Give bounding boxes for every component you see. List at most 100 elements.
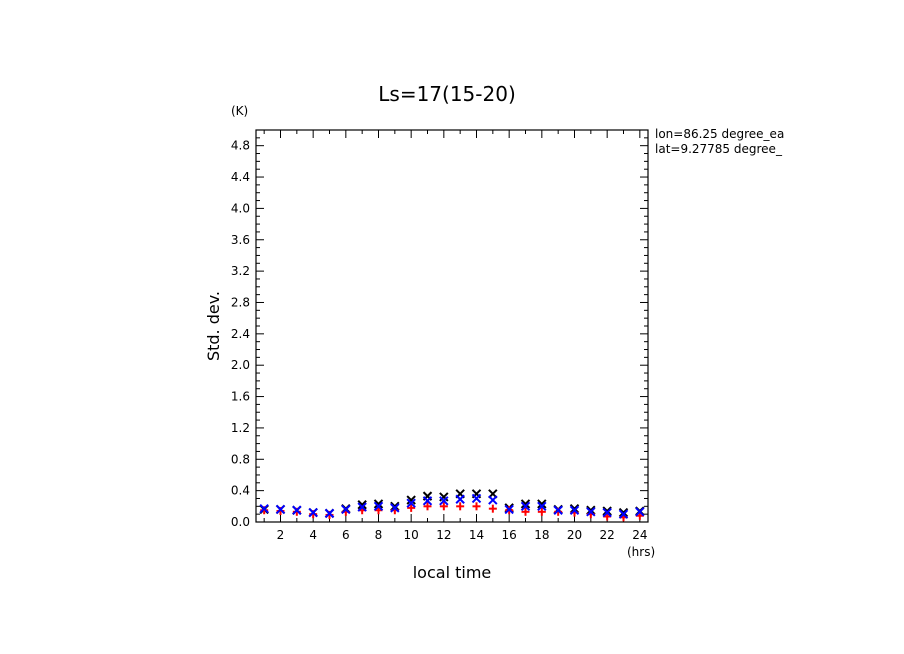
cross-stroke [357,500,367,510]
data-point [373,499,384,509]
y-tick-label: 1.6 [231,390,250,404]
data-point [569,505,580,515]
y-tick-label: 0.8 [231,452,250,466]
latitude-annotation: lat=9.27785 degree_ [655,142,783,156]
data-point [423,502,432,511]
x-tick-label: 12 [436,528,451,542]
x-tick-label: 10 [404,528,419,542]
data-point [488,504,497,513]
cross-stroke [537,499,547,509]
cross-stroke [488,495,498,505]
cross-stroke [471,493,482,504]
data-point [521,507,530,516]
cross-stroke [553,505,563,515]
data-point [259,503,269,514]
axes: 0.0 0.4 0.8 1.2 1.6 2.0 2.4 2.8 3.2 3.6 4.0 4.4 4.8 2… [231,129,649,542]
cross-stroke [406,495,416,505]
data-point [602,507,612,518]
data-point [472,502,481,511]
longitude-annotation: lon=86.25 degree_ea [655,127,784,141]
y-tick-label: 4.4 [231,170,250,184]
cross-stroke [520,499,531,509]
data-point [618,509,629,519]
data-point [324,508,335,519]
cross-stroke [439,496,449,506]
cross-stroke [618,509,629,519]
data-point [292,505,302,515]
data-points [259,489,660,522]
x-tick-label: 2 [277,528,285,542]
x-unit-label: (hrs) [627,545,655,559]
cross-stroke [537,501,547,512]
data-point [439,496,449,506]
cross-stroke [618,507,629,518]
x-tick-label: 16 [502,528,517,542]
series-3 [259,493,660,519]
data-point [537,501,547,512]
y-tick-label: 4.8 [231,139,250,153]
data-point [504,504,514,515]
cross-stroke [373,501,384,512]
x-tick-label: 14 [469,528,484,542]
data-point [406,495,416,505]
data-point [520,499,531,509]
cross-stroke [455,494,465,504]
data-point [357,500,367,510]
x-tick-label: 4 [309,528,317,542]
cross-stroke [373,499,384,509]
data-point [652,508,660,516]
y-tick-label: 4.0 [231,201,250,215]
cross-stroke [406,498,416,508]
cross-stroke [602,507,612,518]
cross-stroke [635,507,645,517]
y-tick-label: 3.6 [231,233,250,247]
data-point [373,501,384,512]
data-point [341,504,351,515]
cross-stroke [504,504,514,515]
x-tick-label: 24 [632,528,647,542]
y-tick-label: 3.2 [231,264,250,278]
data-point [635,507,645,517]
y-tick-label: 0.0 [231,515,250,529]
data-point [390,503,400,513]
y-axis-title: Std. dev. [204,291,223,361]
y-tick-label: 0.4 [231,484,250,498]
cross-stroke [652,507,660,515]
plot-frame [255,129,649,523]
cross-stroke [569,505,580,515]
data-point [520,501,531,512]
data-point [455,494,465,504]
cross-stroke [275,504,286,515]
y-tick-label: 2.0 [231,358,250,372]
data-point [618,507,629,518]
cross-stroke [341,504,351,515]
y-tick-label: 1.2 [231,421,250,435]
cross-stroke [292,505,302,515]
y-tick-label: 2.8 [231,295,250,309]
data-point [456,502,465,511]
data-point [602,506,612,516]
data-point [357,502,367,512]
data-point [553,505,563,515]
cross-stroke [390,503,400,513]
cross-stroke [652,506,660,514]
data-point [308,507,318,518]
cross-stroke [652,506,660,514]
x-tick-label: 18 [534,528,549,542]
data-point [407,503,416,512]
cross-stroke [422,496,433,506]
data-point [488,495,498,505]
cross-stroke [586,507,596,517]
x-tick-label: 22 [600,528,615,542]
cross-stroke [520,501,531,512]
data-point [537,499,547,509]
data-point [275,504,286,515]
chart-title: Ls=17(15-20) [378,82,516,106]
data-point [422,496,433,506]
x-tick-label: 20 [567,528,582,542]
data-point [586,507,596,517]
cross-stroke [602,506,612,516]
x-tick-label: 6 [342,528,350,542]
cross-stroke [259,503,269,514]
